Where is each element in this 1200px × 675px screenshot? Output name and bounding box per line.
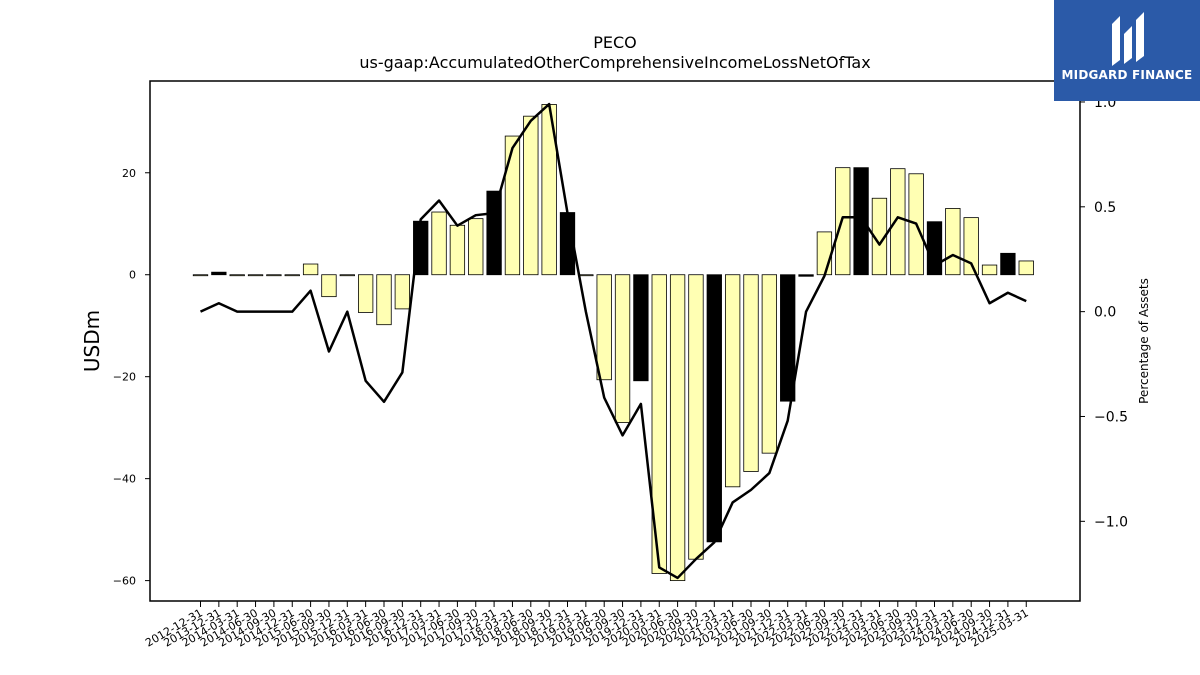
y-tick-label: −40 <box>113 473 136 486</box>
bar <box>450 225 465 274</box>
bar <box>230 275 245 276</box>
bar <box>615 275 630 423</box>
bar <box>780 275 795 401</box>
bar <box>762 275 777 453</box>
bar <box>634 275 649 381</box>
bar <box>303 264 318 275</box>
bar <box>799 275 814 277</box>
y2-axis-label: Percentage of Assets <box>1137 278 1151 404</box>
y-tick-label: 0 <box>129 269 136 282</box>
bar <box>212 272 227 275</box>
bar <box>707 275 722 542</box>
bar <box>725 275 740 487</box>
brand-name: MIDGARD FINANCE <box>1054 68 1200 82</box>
bar <box>395 275 410 309</box>
chart-title: PECO <box>593 33 637 52</box>
y2-tick-label: 0.5 <box>1094 200 1116 216</box>
chart-subtitle: us-gaap:AccumulatedOtherComprehensiveInc… <box>359 53 870 72</box>
plot-area: −60−40−20020−1.0−0.50.00.51.02012-12-312… <box>113 81 1128 650</box>
logo-mark-icon <box>1054 0 1200 70</box>
y2-tick-label: −1.0 <box>1094 514 1128 530</box>
bar <box>487 191 502 275</box>
y2-tick-label: 0.0 <box>1094 305 1116 321</box>
bar <box>285 275 300 276</box>
y-tick-label: 20 <box>122 167 136 180</box>
bar <box>1001 253 1016 274</box>
bar <box>579 275 594 276</box>
bar <box>340 275 355 276</box>
bar <box>946 208 961 274</box>
bar <box>1019 261 1034 275</box>
bar <box>505 136 520 275</box>
bar <box>597 275 612 380</box>
bar <box>193 275 208 276</box>
bar <box>469 219 484 275</box>
bar <box>927 222 942 275</box>
bar <box>670 275 685 581</box>
bar <box>267 275 282 276</box>
bar <box>891 169 906 275</box>
y-tick-label: −20 <box>113 371 136 384</box>
bar <box>358 275 373 313</box>
bar <box>689 275 704 559</box>
y2-tick-label: −0.5 <box>1094 409 1128 425</box>
y-tick-label: −60 <box>113 575 136 588</box>
chart: PECO us-gaap:AccumulatedOtherComprehensi… <box>0 0 1200 675</box>
bar <box>248 275 262 276</box>
bar <box>817 232 832 275</box>
bar <box>524 116 539 275</box>
bar <box>322 275 337 297</box>
bar <box>377 275 392 325</box>
bar <box>744 275 759 472</box>
bar <box>854 168 869 275</box>
y-axis-label: USDm <box>80 310 104 372</box>
bar <box>982 265 997 275</box>
brand-logo: MIDGARD FINANCE <box>1054 0 1200 101</box>
bar <box>432 212 447 275</box>
